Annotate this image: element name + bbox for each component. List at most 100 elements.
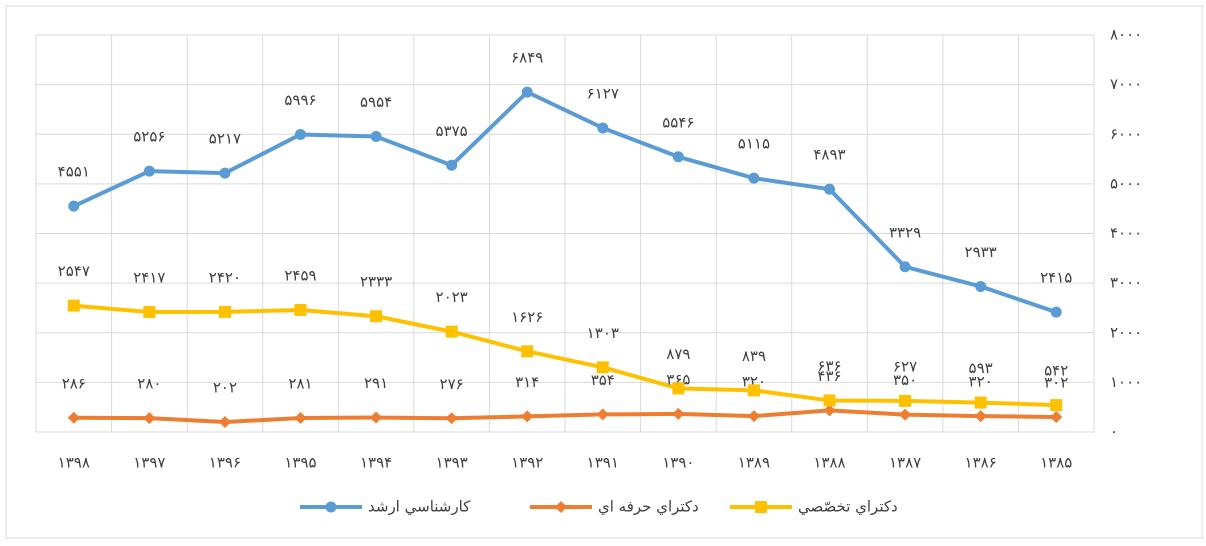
data-label: ۵۲۱۷ (209, 130, 241, 148)
point (370, 310, 383, 323)
data-label: ۶۳۶ (817, 357, 841, 375)
data-label: ۵۹۳ (969, 359, 993, 377)
series-line (73, 303, 1057, 408)
y-tick-label: ۸۰۰۰ (1110, 26, 1142, 44)
point (1050, 411, 1063, 424)
point (218, 415, 231, 428)
point (370, 411, 383, 424)
point (975, 280, 987, 292)
point (370, 131, 382, 143)
y-tick-label: ۱۰۰۰ (1110, 373, 1142, 391)
point (747, 410, 760, 423)
x-tick-label: ۱۳۹۳ (436, 454, 468, 472)
point (672, 151, 684, 163)
data-label: ۵۲۵۶ (133, 128, 165, 146)
data-label: ۲۵۴۷ (58, 262, 90, 280)
point (748, 172, 760, 184)
point (521, 345, 534, 358)
legend-label: دكتراي حرفه اي (598, 498, 699, 517)
point (67, 411, 80, 424)
data-label: ۳۰۲ (1044, 374, 1068, 392)
data-label: ۳۵۴ (591, 371, 615, 389)
point (294, 412, 307, 425)
x-tick-label: ۱۳۹۱ (587, 454, 619, 472)
data-label: ۲۸۶ (62, 374, 86, 392)
point (143, 306, 156, 319)
data-label: ۲۰۲ (213, 378, 237, 396)
data-label: ۸۷۹ (666, 345, 690, 363)
data-label: ۲۴۱۷ (133, 269, 165, 287)
x-tick-label: ۱۳۸۵ (1040, 454, 1072, 472)
data-label: ۱۶۲۶ (511, 308, 543, 326)
point (219, 167, 231, 179)
point (521, 86, 533, 98)
data-label: ۳۵۰ (893, 371, 917, 389)
point (672, 382, 685, 395)
point (295, 128, 306, 140)
chart-border (5, 5, 1203, 539)
point (1050, 399, 1063, 412)
point (899, 261, 911, 273)
data-label: ۳۲۰ (742, 373, 766, 391)
point (555, 501, 567, 513)
data-label: ۲۷۶ (440, 375, 464, 393)
data-label: ۲۴۲۰ (209, 268, 241, 286)
point (445, 325, 458, 338)
data-label: ۳۳۲۹ (889, 223, 921, 241)
x-tick-label: ۱۳۹۶ (209, 454, 241, 472)
point (899, 394, 912, 407)
point (325, 501, 337, 513)
data-label: ۳۱۴ (515, 373, 539, 391)
y-tick-label: ۲۰۰۰ (1110, 323, 1142, 341)
x-tick-label: ۱۳۹۰ (662, 454, 694, 472)
point (823, 404, 836, 417)
data-label: ۴۵۵۱ (58, 163, 90, 181)
data-label: ۲۸۱ (288, 375, 312, 393)
point (755, 501, 767, 513)
point (974, 396, 987, 409)
point (143, 165, 155, 177)
data-label: ۲۰۲۳ (436, 288, 468, 306)
point (597, 122, 609, 134)
data-label: ۴۸۹۳ (813, 146, 845, 164)
x-tick-label: ۱۳۸۶ (965, 454, 997, 472)
y-tick-label: ۷۰۰۰ (1110, 75, 1142, 93)
data-label: ۲۹۳۳ (965, 243, 997, 261)
data-label: ۶۱۲۷ (587, 84, 619, 102)
point (672, 407, 685, 420)
data-label: ۴۳۶ (817, 367, 841, 385)
data-label: ۵۳۷۵ (436, 122, 468, 140)
data-label: ۲۸۰ (137, 375, 161, 393)
point (446, 159, 458, 171)
point (445, 412, 458, 425)
series-line (72, 90, 1057, 315)
legend-label: دكتراي تخصّصي (798, 498, 898, 517)
y-tick-label: ۴۰۰۰ (1110, 224, 1142, 242)
point (974, 410, 987, 423)
data-label: ۵۹۵۴ (360, 93, 392, 111)
x-tick-label: ۱۳۹۸ (58, 454, 90, 472)
point (823, 394, 836, 407)
x-tick-label: ۱۳۸۸ (813, 454, 845, 472)
point (596, 361, 609, 374)
point (824, 183, 835, 195)
legend-label: كارشناسي ارشد (368, 498, 471, 517)
data-label: ۲۳۳۳ (360, 273, 392, 291)
data-label: ۵۱۱۵ (738, 135, 770, 153)
data-label: ۲۴۵۹ (284, 266, 316, 284)
data-label: ۱۳۰۳ (587, 324, 619, 342)
point (1050, 306, 1062, 318)
data-label: ۵۵۴۶ (662, 113, 694, 131)
data-label: ۳۶۵ (666, 370, 690, 388)
x-tick-label: ۱۳۹۴ (360, 454, 392, 472)
series-line (73, 408, 1057, 424)
data-label: ۶۸۴۹ (511, 49, 543, 67)
x-tick-label: ۱۳۸۷ (889, 454, 921, 472)
data-label: ۲۴۱۵ (1040, 269, 1072, 287)
data-label: ۵۴۲ (1044, 362, 1068, 380)
point (596, 408, 609, 421)
x-tick-label: ۱۳۹۲ (511, 454, 543, 472)
data-label: ۳۲۰ (969, 373, 993, 391)
data-label: ۸۳۹ (742, 347, 766, 365)
